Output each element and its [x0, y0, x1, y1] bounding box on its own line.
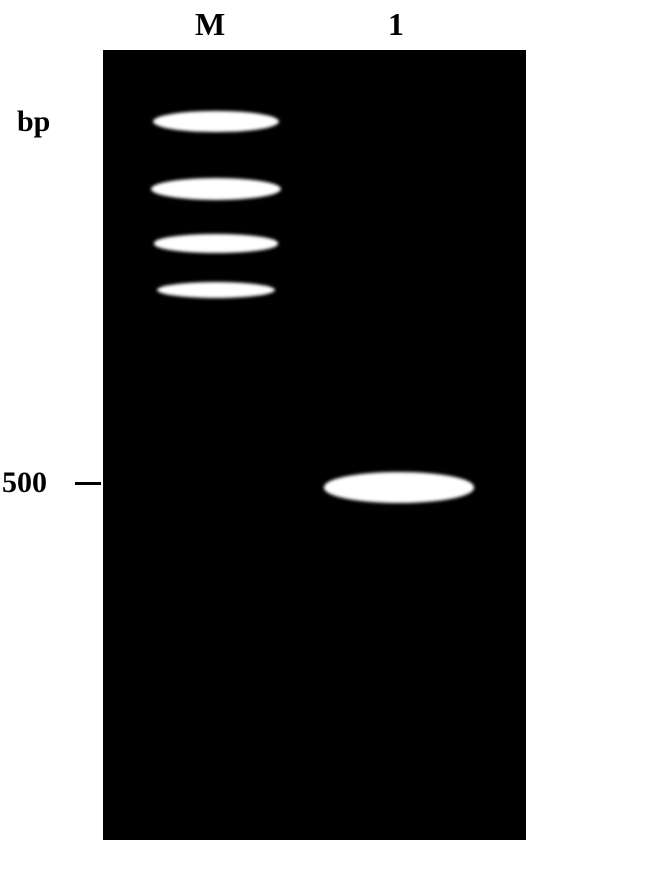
gel-image	[103, 50, 526, 840]
marker-band-3	[154, 234, 278, 253]
y-axis-tick-500: 500	[2, 466, 47, 500]
lane1-band-500bp	[324, 472, 474, 503]
y-axis-tick-line	[75, 482, 101, 485]
marker-band-2	[151, 178, 281, 200]
marker-band-4	[157, 282, 275, 298]
marker-band-1	[153, 111, 279, 132]
lane-label-marker: M	[195, 6, 225, 43]
y-axis-unit-label: bp	[17, 105, 50, 139]
lane-label-1: 1	[388, 6, 404, 43]
